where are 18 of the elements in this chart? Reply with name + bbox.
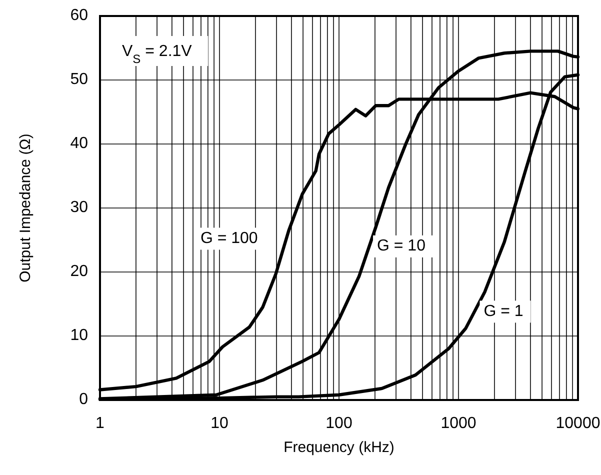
annotation: V$_{S}$ = 2.1V	[122, 43, 192, 66]
y-tick-label: 60	[70, 7, 88, 24]
x-tick-label: 100	[326, 415, 352, 432]
series-label: G = 100	[200, 230, 258, 247]
series-label: G = 10	[376, 238, 426, 255]
y-tick-label: 0	[79, 391, 88, 408]
y-tick-label: 20	[70, 263, 88, 280]
x-tick-label: 10	[210, 415, 228, 432]
x-tick-label: 10000	[556, 415, 600, 432]
x-tick-label: 1000	[440, 415, 476, 432]
y-tick-label: 10	[70, 327, 88, 344]
y-axis-title: Output Impedance (Ω)	[17, 134, 34, 282]
y-tick-label: 40	[70, 135, 88, 152]
series-label: G = 1	[484, 302, 524, 320]
y-tick-label: 50	[70, 71, 88, 88]
y-tick-label: 30	[70, 199, 88, 216]
x-tick-label: 1	[96, 415, 105, 432]
x-axis-title: Frequency (kHz)	[284, 439, 394, 456]
